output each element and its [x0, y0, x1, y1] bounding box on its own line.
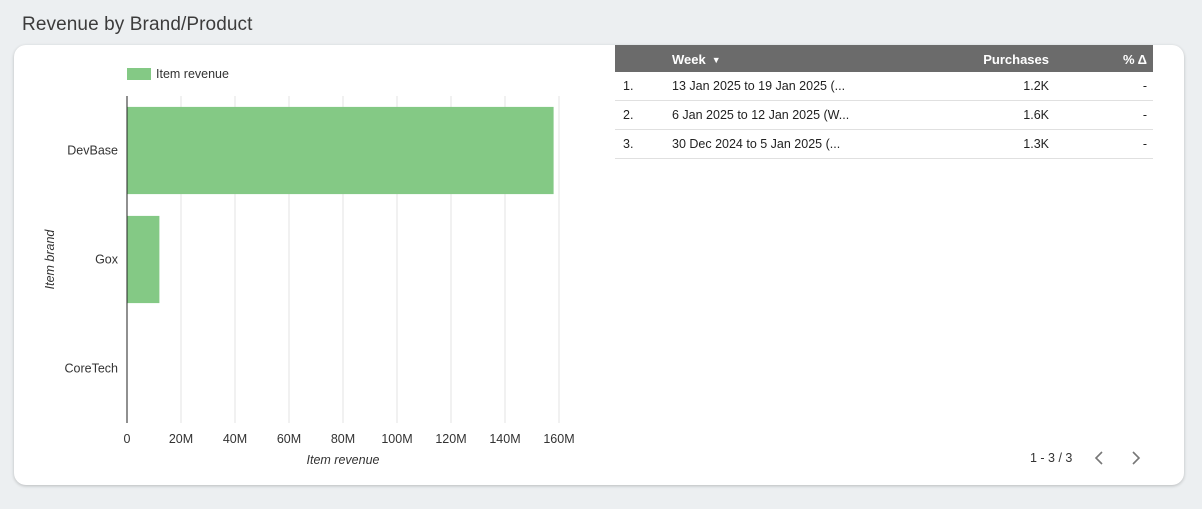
x-tick-label: 0 [124, 432, 131, 446]
revenue-card: DevBase Gox CoreTech 0 20M 40M 60M 80M 100M 120M 1… [14, 45, 1184, 485]
row-index: 1. [623, 79, 634, 93]
y-axis-title: Item brand [43, 229, 57, 290]
delta-column-header[interactable]: % Δ [1122, 52, 1147, 67]
x-tick-label: 80M [331, 432, 355, 446]
x-axis-title: Item revenue [307, 453, 380, 467]
x-tick-label: 60M [277, 432, 301, 446]
caret-down-icon: ▼ [711, 55, 721, 65]
purchases-column-header[interactable]: Purchases [983, 52, 1049, 67]
category-label: Gox [95, 253, 119, 267]
delta-cell: - [1142, 137, 1147, 151]
table-row[interactable]: 3. 30 Dec 2024 to 5 Jan 2025 (... 1.3K - [615, 130, 1153, 159]
x-tick-label: 120M [435, 432, 466, 446]
week-cell: 13 Jan 2025 to 19 Jan 2025 (... [672, 79, 846, 93]
table-row[interactable]: 1. 13 Jan 2025 to 19 Jan 2025 (... 1.2K … [615, 72, 1153, 101]
table-row[interactable]: 2. 6 Jan 2025 to 12 Jan 2025 (W... 1.6K … [615, 101, 1153, 130]
weekly-purchases-table: Week ▼ Purchases % Δ 1. 13 Jan 2025 to 19… [615, 45, 1153, 159]
legend-label: Item revenue [156, 67, 229, 81]
pagination-label: 1 - 3 / 3 [1030, 451, 1073, 465]
section-title: Revenue by Brand/Product [22, 14, 253, 35]
purchases-cell: 1.3K [1023, 137, 1049, 151]
table-header: Week ▼ Purchases % Δ [615, 45, 1153, 72]
bar-devbase [127, 106, 554, 195]
x-tick-label: 20M [169, 432, 193, 446]
row-index: 2. [623, 108, 634, 122]
x-tick-label: 40M [223, 432, 247, 446]
chevron-right-icon[interactable] [1127, 448, 1145, 468]
week-column-header[interactable]: Week ▼ [672, 52, 721, 67]
purchases-cell: 1.2K [1023, 79, 1049, 93]
week-cell: 6 Jan 2025 to 12 Jan 2025 (W... [672, 108, 850, 122]
category-label: CoreTech [65, 362, 119, 376]
chevron-left-icon[interactable] [1090, 448, 1108, 468]
x-tick-label: 140M [489, 432, 520, 446]
bar-gox [127, 215, 160, 304]
category-label: DevBase [67, 144, 118, 158]
week-cell: 30 Dec 2024 to 5 Jan 2025 (... [672, 137, 841, 151]
revenue-bar-chart: DevBase Gox CoreTech 0 20M 40M 60M 80M 100M 120M 1… [43, 67, 575, 467]
row-index: 3. [623, 137, 634, 151]
x-tick-label: 100M [381, 432, 412, 446]
delta-cell: - [1142, 108, 1147, 122]
x-tick-label: 160M [543, 432, 574, 446]
legend-swatch [127, 68, 151, 80]
delta-cell: - [1142, 79, 1147, 93]
purchases-cell: 1.6K [1023, 108, 1049, 122]
